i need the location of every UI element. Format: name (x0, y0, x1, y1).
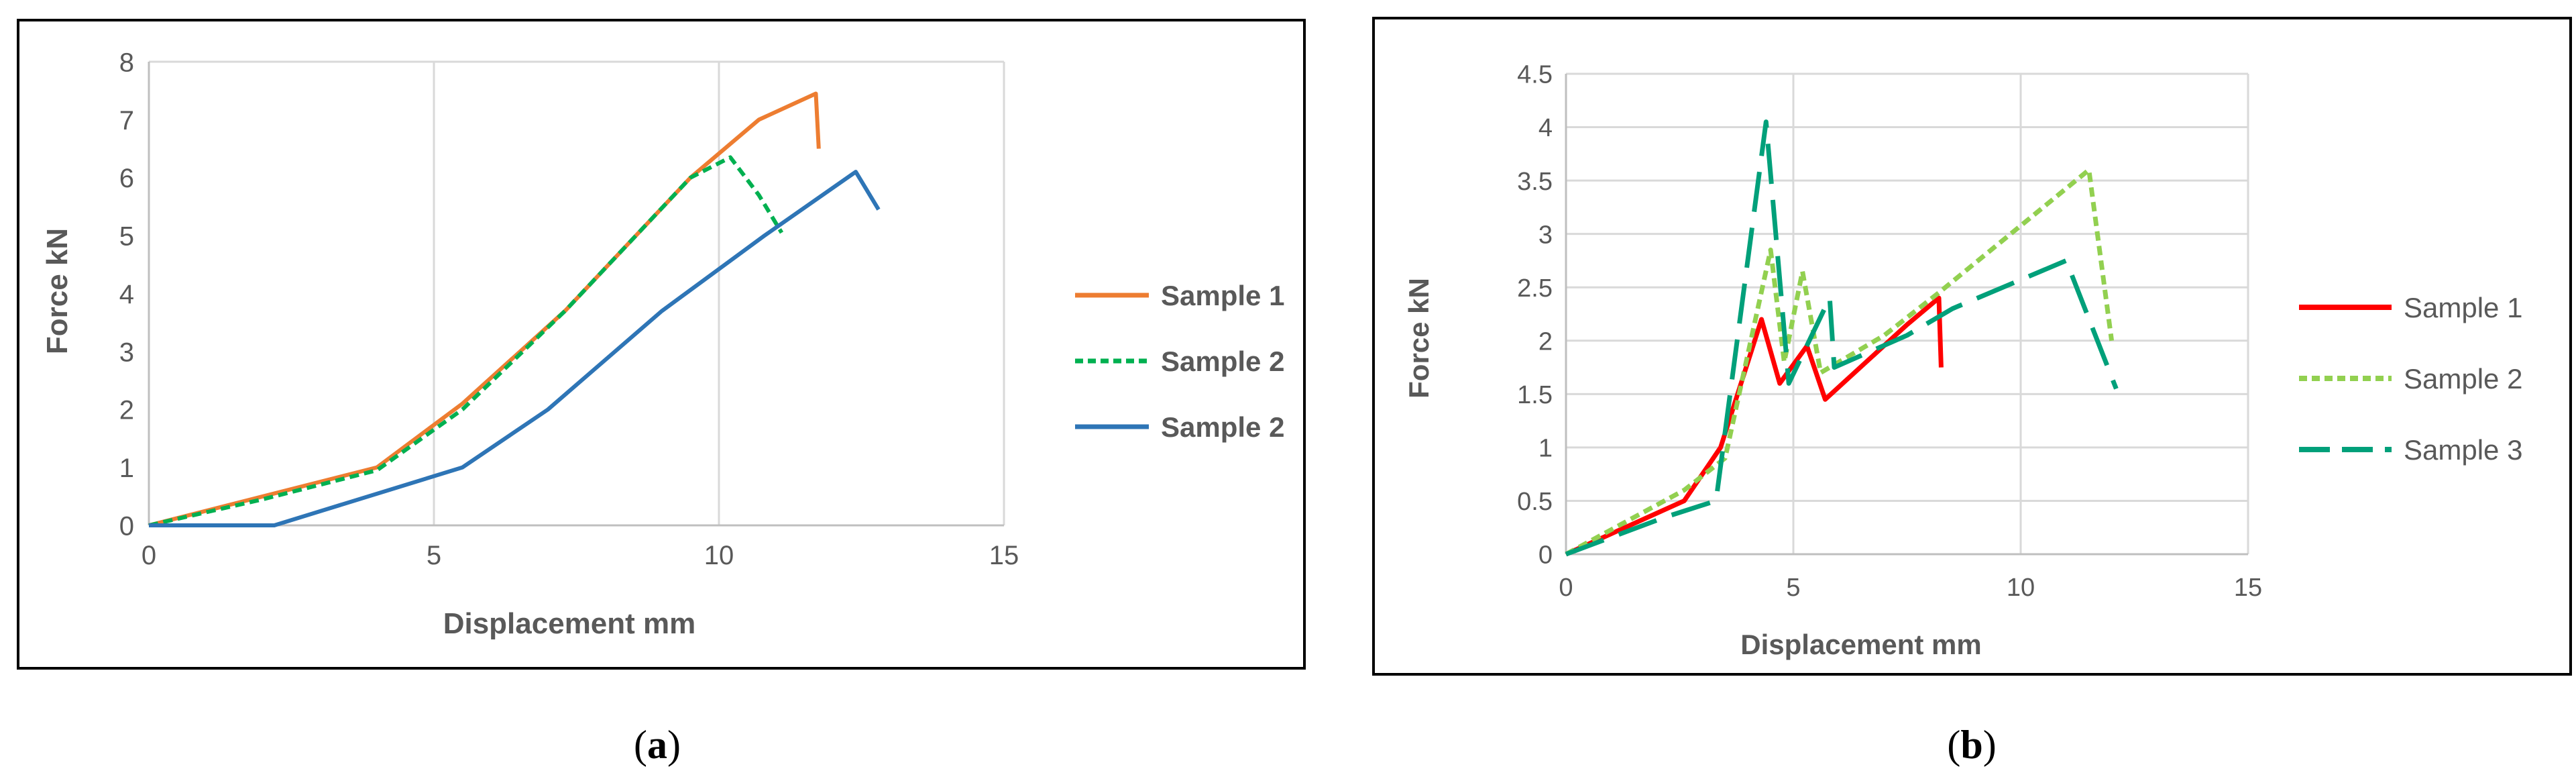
y-tick-label: 0 (1538, 541, 1553, 570)
y-tick-label: 5 (119, 222, 134, 252)
y-tick-label: 1 (1538, 435, 1553, 463)
y-tick-label: 4 (119, 280, 134, 309)
y-axis-title: Force kN (41, 228, 74, 354)
chart-panel-b: 0 5 10 15 0 0.5 1 1.5 2 2.5 3 3.5 4 4.5 Displacement … (1368, 0, 2576, 783)
series-line-1 (1565, 295, 1944, 557)
x-tick-label: 5 (427, 541, 441, 570)
series-line-2 (148, 155, 784, 527)
y-tick-label: 0 (119, 511, 134, 541)
series-line-2 (1565, 167, 2115, 557)
x-axis-title: Displacement mm (443, 607, 696, 640)
y-tick-label: 4 (1538, 114, 1553, 142)
caption-label-b: b (1960, 723, 1982, 767)
caption-label-a: a (647, 723, 667, 767)
y-tick-label: 3 (1538, 221, 1553, 249)
x-tick-label: 0 (142, 541, 156, 570)
x-tick-label: 5 (1786, 574, 1800, 602)
y-tick-label: 2.5 (1517, 274, 1553, 303)
y-tick-label: 6 (119, 164, 134, 193)
series-line-3 (149, 170, 881, 527)
y-tick-label: 2 (1538, 327, 1553, 356)
chart-frame (17, 19, 1306, 670)
legend-label: Sample 1 (2404, 292, 2522, 323)
caption-a: (a) (634, 723, 681, 767)
x-tick-label: 10 (704, 541, 734, 570)
y-tick-label: 8 (119, 48, 134, 77)
chart-panel-a: 0 5 10 15 0 1 2 3 4 5 6 7 8 Displacement mm Force kN… (17, 19, 1306, 767)
y-tick-label: 1 (119, 454, 134, 483)
y-tick-label: 4.5 (1517, 61, 1553, 89)
line-chart-a: 0 5 10 15 0 1 2 3 4 5 6 7 8 Displacement mm Force kN… (17, 19, 1306, 767)
x-tick-label: 15 (989, 541, 1019, 570)
legend-label: Sample 2 (1161, 411, 1284, 443)
series-line-3 (1565, 119, 2119, 557)
y-tick-label: 3.5 (1517, 168, 1553, 196)
x-tick-label: 0 (1559, 574, 1573, 602)
y-axis-title: Force kN (1403, 278, 1435, 399)
caption-b: (b) (1947, 723, 1996, 767)
legend-label: Sample 3 (2404, 434, 2522, 466)
x-tick-label: 10 (2007, 574, 2035, 602)
y-tick-label: 2 (119, 396, 134, 425)
series-line-1 (148, 91, 821, 527)
legend-label: Sample 2 (1161, 346, 1284, 377)
x-tick-label: 15 (2234, 574, 2262, 602)
legend-label: Sample 2 (2404, 363, 2522, 395)
line-chart-b: 0 5 10 15 0 0.5 1 1.5 2 2.5 3 3.5 4 4.5 Displacement … (1372, 17, 2572, 767)
legend-label: Sample 1 (1161, 280, 1284, 311)
y-tick-label: 1.5 (1517, 381, 1553, 409)
y-tick-label: 3 (119, 337, 134, 367)
y-tick-label: 0.5 (1517, 488, 1553, 516)
y-tick-label: 7 (119, 106, 134, 136)
x-axis-title: Displacement mm (1740, 629, 1981, 660)
chart-frame (1372, 17, 2572, 676)
